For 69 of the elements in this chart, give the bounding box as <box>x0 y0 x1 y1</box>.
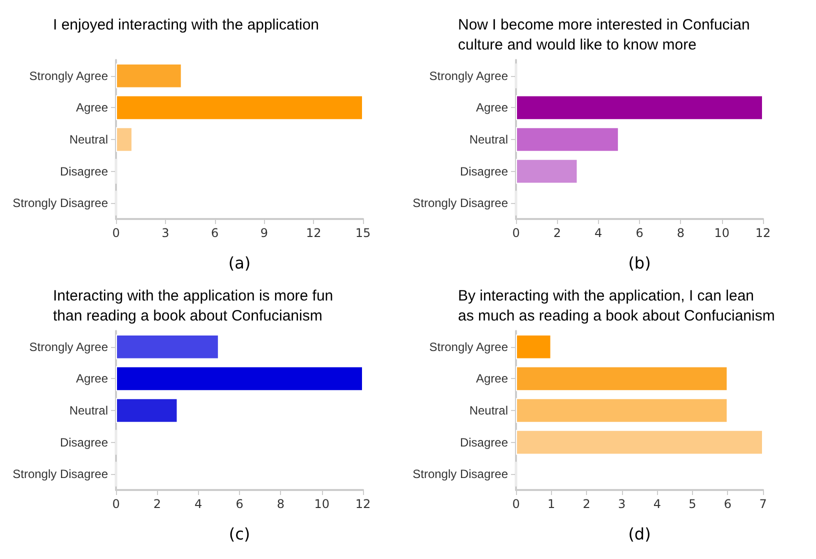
x-tick-label: 6 <box>724 497 732 511</box>
chart-title: By interacting with the application, I can lean as much as reading a book about Confucianism <box>458 288 775 324</box>
y-tick-label: Neutral <box>69 132 108 146</box>
x-tick-label: 10 <box>314 497 330 511</box>
x-tick-label: 12 <box>755 226 771 240</box>
bar <box>516 366 728 392</box>
bar <box>116 366 363 392</box>
chart-title: Interacting with the application is more fun than reading a book about Confucianism <box>53 288 334 324</box>
x-tick-label: 6 <box>236 497 244 511</box>
x-tick-label: 0 <box>512 497 520 511</box>
bar <box>116 95 363 120</box>
bar <box>516 334 552 360</box>
x-tick-label: 4 <box>194 497 202 511</box>
y-tick-label: Disagree <box>60 435 108 450</box>
x-tick-label: 9 <box>260 226 268 240</box>
y-tick-label: Neutral <box>69 404 108 418</box>
x-tick-label: 8 <box>276 497 284 511</box>
y-tick-label: Agree <box>476 372 508 386</box>
x-tick-label: 3 <box>618 497 626 511</box>
chart-title: Now I become more interested in Confucian culture and would like to know more <box>458 16 750 54</box>
bar <box>516 95 763 120</box>
y-tick-label: Strongly Disagree <box>12 467 108 482</box>
x-tick-label: 12 <box>306 226 322 240</box>
bar <box>516 127 619 152</box>
bar <box>116 398 178 423</box>
x-tick-label: 0 <box>512 226 520 240</box>
y-tick-label: Neutral <box>469 404 508 418</box>
bar <box>116 127 132 152</box>
x-tick-label: 6 <box>636 226 644 240</box>
x-tick-label: 1 <box>547 497 556 511</box>
y-tick-label: Strongly Disagree <box>412 196 508 210</box>
y-tick-label: Strongly Disagree <box>412 467 508 482</box>
y-tick-label: Strongly Disagree <box>12 196 108 210</box>
y-tick-label: Disagree <box>460 164 508 178</box>
x-tick-label: 8 <box>676 226 684 240</box>
y-tick-label: Strongly Agree <box>29 340 108 354</box>
y-tick-label: Neutral <box>469 132 508 146</box>
x-tick-label: 12 <box>355 497 371 511</box>
chart-title: I enjoyed interacting with the application <box>53 16 320 34</box>
bar <box>116 64 182 88</box>
y-tick-label: Agree <box>476 100 508 115</box>
x-axis-title: (b) <box>628 254 651 272</box>
bar <box>516 158 578 184</box>
x-tick-label: 2 <box>553 226 561 240</box>
x-axis-title: (c) <box>228 524 250 544</box>
x-tick-label: 15 <box>355 226 371 240</box>
x-axis-title: (d) <box>628 524 651 544</box>
y-tick-label: Strongly Agree <box>429 68 508 83</box>
x-tick-label: 2 <box>582 497 590 511</box>
x-tick-label: 6 <box>210 226 219 240</box>
x-tick-label: 3 <box>162 226 170 240</box>
y-tick-label: Disagree <box>460 435 508 450</box>
x-tick-label: 5 <box>688 497 696 511</box>
y-tick-label: Strongly Agree <box>29 68 108 83</box>
x-tick-label: 0 <box>112 226 120 240</box>
x-tick-label: 2 <box>153 497 161 511</box>
x-axis-title: (a) <box>228 254 251 272</box>
y-tick-label: Disagree <box>60 164 108 178</box>
y-tick-label: Strongly Agree <box>429 340 508 354</box>
x-tick-label: 4 <box>653 497 661 511</box>
x-tick-label: 7 <box>759 497 767 511</box>
x-tick-label: 0 <box>112 497 120 511</box>
y-tick-label: Agree <box>76 100 108 115</box>
bar <box>116 334 219 360</box>
bar <box>516 398 728 423</box>
x-tick-label: 4 <box>594 226 602 240</box>
bar <box>516 430 763 455</box>
x-tick-label: 10 <box>714 226 730 240</box>
y-tick-label: Agree <box>76 372 108 386</box>
